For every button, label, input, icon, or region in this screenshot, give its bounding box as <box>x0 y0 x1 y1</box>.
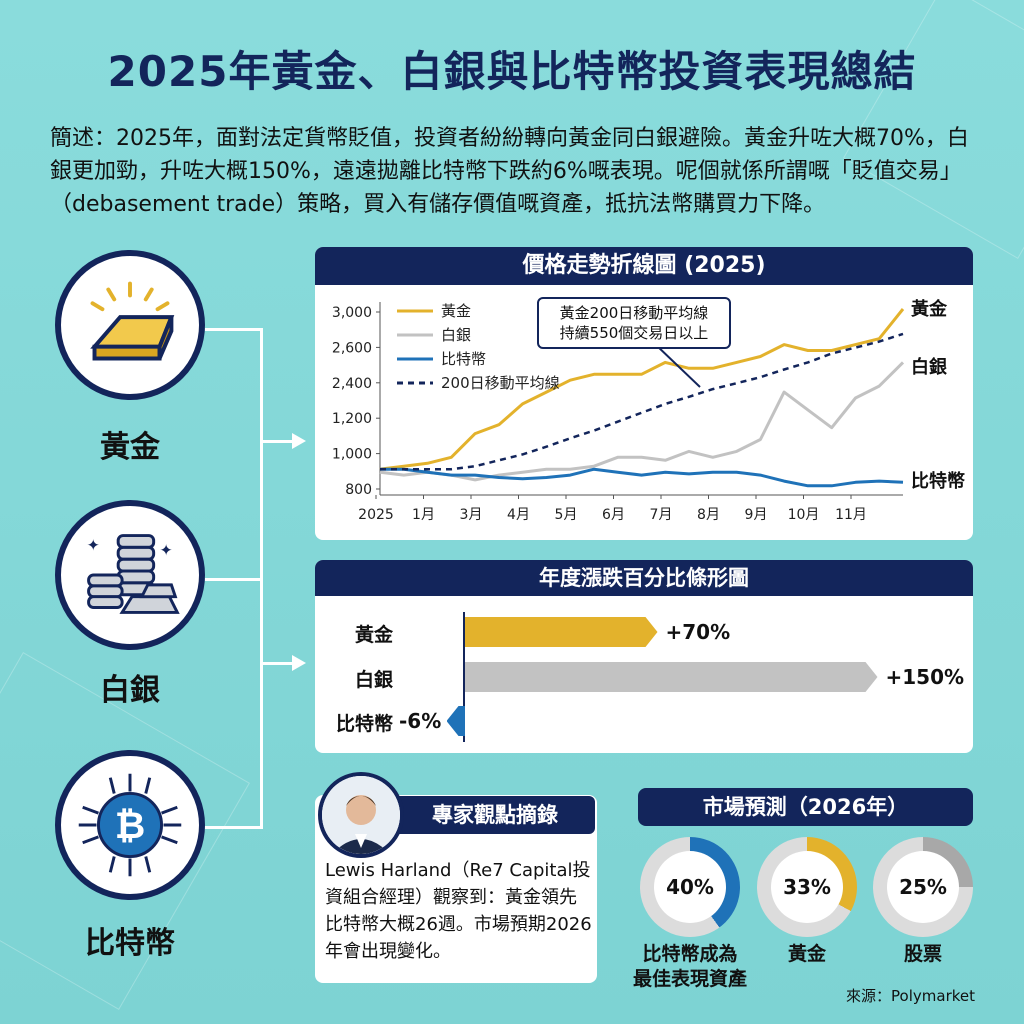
expert-text: Lewis Harland（Re7 Capital投資組合經理）觀察到：黃金領先… <box>325 860 592 962</box>
forecast-value-stocks: 25% <box>887 851 959 923</box>
connector-line <box>205 826 262 829</box>
x-tick-label: 4月 <box>507 507 530 523</box>
bar-value-bitcoin: -6% <box>399 709 442 733</box>
arrow-right-icon <box>292 433 306 449</box>
connector-line <box>260 440 300 443</box>
gold-label: 黃金 <box>100 430 160 465</box>
forecast-donut-stocks: 25% <box>873 837 973 937</box>
y-tick-label: 2,600 <box>332 340 372 356</box>
silver-coins-icon: ✦ ✦ <box>87 534 180 614</box>
forecast-donut-bitcoin: 40% <box>640 837 740 937</box>
series-line <box>380 467 904 488</box>
series-end-label: 黃金 <box>910 298 948 320</box>
connector-line <box>260 662 300 665</box>
bar-axis <box>463 612 465 742</box>
svg-text:✦: ✦ <box>160 540 173 559</box>
forecast-value-gold: 33% <box>771 851 843 923</box>
gold-circle <box>55 250 205 400</box>
bar-label-silver: 白銀 <box>354 669 393 691</box>
svg-text:✦: ✦ <box>87 535 100 554</box>
x-tick-label: 5月 <box>555 507 578 523</box>
forecast-label-gold: 黃金 <box>787 943 826 965</box>
bitcoin-icon: ₿ <box>78 773 182 877</box>
x-tick-label: 1月 <box>412 507 435 523</box>
forecast-title: 市場預測（2026年） <box>638 788 973 826</box>
forecast-donut-gold: 33% <box>757 837 857 937</box>
forecast-label-bitcoin: 比特幣成為 最佳表現資產 <box>632 943 747 990</box>
svg-text:₿: ₿ <box>115 803 146 847</box>
legend-label: 200日移動平均線 <box>441 374 560 392</box>
page-title: 2025年黃金、白銀與比特幣投資表現總結 <box>107 47 917 96</box>
expert-title: 專家觀點摘錄 <box>395 796 595 834</box>
silver-label: 白銀 <box>100 673 160 708</box>
bar-label-gold: 黃金 <box>354 624 393 646</box>
bar-silver <box>465 662 878 692</box>
x-tick-label: 9月 <box>745 507 768 523</box>
series-end-label: 比特幣 <box>911 470 965 492</box>
bar-value-gold: +70% <box>665 620 731 644</box>
callout-pointer <box>654 343 701 388</box>
series-line <box>379 308 905 471</box>
connector-line <box>205 578 262 581</box>
bar-chart-panel: 年度漲跌百分比條形圖 黃金 +70% 白銀 +150% 比特幣 -6% <box>315 560 973 753</box>
bar-value-silver: +150% <box>885 665 965 689</box>
arrow-right-icon <box>292 655 306 671</box>
bar-bitcoin <box>446 706 465 736</box>
y-tick-label: 3,000 <box>332 305 372 321</box>
line-chart: 800 1,000 1,200 2,400 2,600 3,000 2025 1月 3月 4月 5月… <box>332 298 965 523</box>
x-tick-label: 8月 <box>697 507 720 523</box>
avatar <box>318 772 404 858</box>
x-tick-label: 6月 <box>602 507 625 523</box>
bitcoin-label: 比特幣 <box>85 926 175 961</box>
legend-label: 黃金 <box>441 302 471 320</box>
x-tick-label: 3月 <box>460 507 483 523</box>
y-tick-label: 2,400 <box>332 376 372 392</box>
legend-label: 比特幣 <box>441 350 486 368</box>
bar-label-bitcoin: 比特幣 <box>335 713 393 735</box>
y-tick-label: 1,000 <box>332 447 372 463</box>
bitcoin-circle: ₿ <box>55 750 205 900</box>
y-tick-label: 800 <box>345 482 372 498</box>
series-end-label: 白銀 <box>911 356 947 378</box>
callout-line-2: 持續550個交易日以上 <box>559 324 709 342</box>
y-tick-label: 1,200 <box>332 411 372 427</box>
source-text: 來源：Polymarket <box>846 987 975 1005</box>
line-chart-panel: 價格走勢折線圖 (2025) 800 1,000 1,200 2,400 2,600 3,… <box>315 247 973 540</box>
series-line <box>380 332 904 471</box>
bar-chart-title: 年度漲跌百分比條形圖 <box>315 560 973 596</box>
legend-label: 白銀 <box>441 326 471 344</box>
callout-line-1: 黃金200日移動平均線 <box>559 304 709 322</box>
line-chart-title: 價格走勢折線圖 (2025) <box>315 247 973 285</box>
silver-circle: ✦ ✦ <box>55 500 205 650</box>
x-tick-label: 2025 <box>358 507 394 523</box>
forecast-value-bitcoin: 40% <box>654 851 726 923</box>
connector-line <box>205 328 262 331</box>
series-line <box>379 361 905 482</box>
x-tick-label: 7月 <box>650 507 673 523</box>
summary-text: 簡述：2025年，面對法定貨幣貶值，投資者紛紛轉向黃金同白銀避險。黃金升咗大概7… <box>50 126 969 217</box>
forecast-label-stocks: 股票 <box>903 943 942 965</box>
x-tick-label: 10月 <box>788 507 820 523</box>
x-tick-label: 11月 <box>835 507 867 523</box>
connector-line <box>260 328 263 829</box>
gold-bar-icon <box>90 281 175 361</box>
person-icon <box>322 776 400 854</box>
chart-callout: 黃金200日移動平均線 持續550個交易日以上 <box>537 297 731 349</box>
bar-gold <box>465 617 658 647</box>
